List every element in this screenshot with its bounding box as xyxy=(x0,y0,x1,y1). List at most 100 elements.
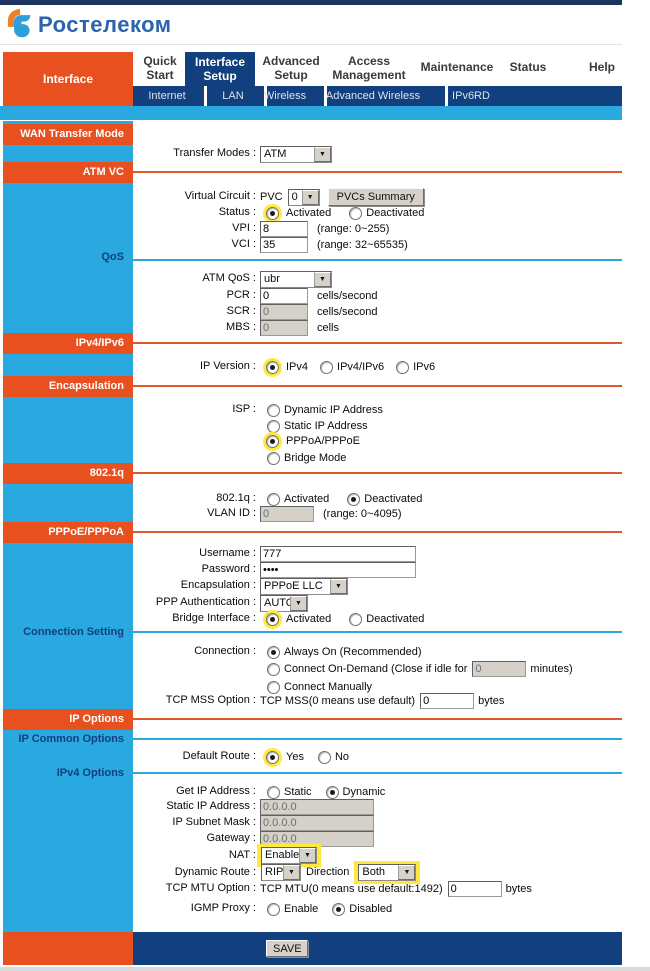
pcr-input[interactable] xyxy=(260,288,308,304)
ip-version-ipv6-label: IPv6 xyxy=(413,361,436,373)
tcp-mtu-label: TCP MTU Option : xyxy=(165,882,256,894)
pvc-select[interactable]: 0 ▼ xyxy=(287,188,320,206)
top-navy-bar xyxy=(0,0,622,5)
ip-version-ipv4ipv6-label: IPv4/IPv6 xyxy=(337,361,385,373)
atm-qos-label: ATM QoS : xyxy=(202,272,256,284)
dynamic-route-select[interactable]: RIP1 ▼ xyxy=(261,863,301,881)
dot1q-deactivated-radio[interactable] xyxy=(347,492,361,506)
igmp-disabled-radio[interactable] xyxy=(332,902,346,916)
subnav-separator xyxy=(445,86,448,106)
default-route-no-radio[interactable] xyxy=(317,750,331,764)
section-ip-common-options: IP Common Options xyxy=(18,733,124,745)
status-activated-label: Activated xyxy=(286,207,332,219)
pcr-row: PCR : cells/second xyxy=(0,287,622,305)
bridge-interface-row: Bridge Interface : Activated Deactivated xyxy=(0,609,622,629)
status-deactivated-radio[interactable] xyxy=(349,206,363,220)
get-ip-dynamic-radio[interactable] xyxy=(325,785,339,799)
encapsulation-select[interactable]: PPPoE LLC ▼ xyxy=(260,577,348,595)
isp-static-label: Static IP Address xyxy=(284,420,368,432)
bridge-interface-deactivated-radio[interactable] xyxy=(349,612,363,626)
direction-value: Both xyxy=(362,866,386,878)
ip-version-ipv6-radio[interactable] xyxy=(396,360,410,374)
get-ip-label: Get IP Address : xyxy=(176,785,256,797)
pvcs-summary-button[interactable]: PVCs Summary xyxy=(327,188,424,206)
vci-row: VCI : (range: 32~65535) xyxy=(0,236,622,254)
subnet-mask-label: IP Subnet Mask : xyxy=(172,816,256,828)
tab-advanced-setup[interactable]: Advanced Setup xyxy=(262,54,320,82)
ip-version-row: IP Version : IPv4 IPv4/IPv6 IPv6 xyxy=(0,357,622,377)
connection-on-demand-row: Connect On-Demand (Close if idle for min… xyxy=(0,660,622,678)
username-input[interactable] xyxy=(260,546,416,562)
igmp-disabled-label: Disabled xyxy=(349,903,393,915)
atm-qos-select[interactable]: ubr ▼ xyxy=(260,270,332,288)
isp-static-row: Static IP Address xyxy=(0,417,622,435)
section-rule xyxy=(133,738,622,740)
tcp-mtu-input[interactable] xyxy=(447,881,502,897)
vlan-id-range-note: (range: 0~4095) xyxy=(323,508,402,520)
isp-label: ISP : xyxy=(232,403,256,415)
section-ip-options: IP Options xyxy=(3,709,133,730)
subnav-separator xyxy=(204,86,207,106)
bottom-gray-strip xyxy=(0,966,650,971)
tcp-mss-text: TCP MSS(0 means use default) xyxy=(260,695,416,707)
subtab-internet[interactable]: Internet xyxy=(148,90,186,102)
section-rule xyxy=(133,259,622,261)
subtab-ipv6rd[interactable]: IPv6RD xyxy=(452,90,490,102)
get-ip-static-radio[interactable] xyxy=(267,785,280,799)
direction-select[interactable]: Both ▼ xyxy=(358,863,417,881)
dot1q-deactivated-label: Deactivated xyxy=(364,493,423,505)
tab-maintenance[interactable]: Maintenance xyxy=(420,60,494,74)
section-802-1q: 802.1q xyxy=(3,463,133,484)
save-button[interactable]: SAVE xyxy=(266,940,308,957)
connection-always-on-radio[interactable] xyxy=(267,645,280,659)
status-activated-radio[interactable] xyxy=(266,206,279,220)
dynamic-route-row: Dynamic Route : RIP1 ▼ Direction Both ▼ xyxy=(0,860,622,884)
bridge-interface-label: Bridge Interface : xyxy=(172,612,256,624)
status-deactivated-label: Deactivated xyxy=(366,207,425,219)
vlan-id-label: VLAN ID : xyxy=(207,507,256,519)
section-rule xyxy=(133,772,622,774)
tab-access-management[interactable]: Access Management xyxy=(332,54,406,82)
vci-input[interactable] xyxy=(260,237,308,253)
scr-input xyxy=(260,304,308,320)
password-input[interactable] xyxy=(260,562,416,578)
isp-dynamic-radio[interactable] xyxy=(267,403,280,417)
username-row: Username : xyxy=(0,545,622,563)
connection-manual-radio[interactable] xyxy=(267,680,280,694)
virtual-circuit-label: Virtual Circuit : xyxy=(184,190,256,202)
section-rule xyxy=(133,342,622,344)
mbs-input xyxy=(260,320,308,336)
tab-help[interactable]: Help xyxy=(588,60,616,74)
ip-version-ipv4ipv6-radio[interactable] xyxy=(320,360,334,374)
chevron-down-icon: ▼ xyxy=(330,578,347,594)
default-route-label: Default Route : xyxy=(182,750,256,762)
ip-version-ipv4-radio[interactable] xyxy=(266,360,279,374)
tcp-mss-input[interactable] xyxy=(420,693,475,709)
atm-qos-row: ATM QoS : ubr ▼ xyxy=(0,270,622,288)
cyan-accent-bar xyxy=(0,106,622,120)
subtab-wireless[interactable]: Wireless xyxy=(263,90,307,102)
tab-status[interactable]: Status xyxy=(509,60,547,74)
isp-static-radio[interactable] xyxy=(267,419,280,433)
subtab-advanced-wireless[interactable]: Advanced Wireless xyxy=(325,90,421,102)
nat-select[interactable]: Enable ▼ xyxy=(261,846,317,864)
scr-label: SCR : xyxy=(226,305,256,317)
transfer-modes-select[interactable]: ATM ▼ xyxy=(260,145,332,163)
connection-on-demand-radio[interactable] xyxy=(267,662,280,676)
ip-version-label: IP Version : xyxy=(199,360,256,372)
dot1q-activated-label: Activated xyxy=(284,493,330,505)
dot1q-activated-radio[interactable] xyxy=(267,492,280,506)
tab-quick-start[interactable]: Quick Start xyxy=(143,54,177,82)
isp-pppoa-radio[interactable] xyxy=(266,434,279,448)
bridge-interface-activated-radio[interactable] xyxy=(266,612,279,626)
ppp-authentication-select[interactable]: AUTO ▼ xyxy=(260,594,308,612)
encapsulation-row: Encapsulation : PPPoE LLC ▼ xyxy=(0,577,622,595)
isp-bridge-radio[interactable] xyxy=(267,451,280,465)
subnav-bar: Internet LAN Wireless Advanced Wireless … xyxy=(133,86,622,106)
default-route-yes-radio[interactable] xyxy=(266,750,279,764)
igmp-enable-radio[interactable] xyxy=(267,902,280,916)
vpi-input[interactable] xyxy=(260,221,308,237)
subtab-lan[interactable]: LAN xyxy=(222,90,244,102)
section-ipv4-ipv6: IPv4/IPv6 xyxy=(3,333,133,354)
